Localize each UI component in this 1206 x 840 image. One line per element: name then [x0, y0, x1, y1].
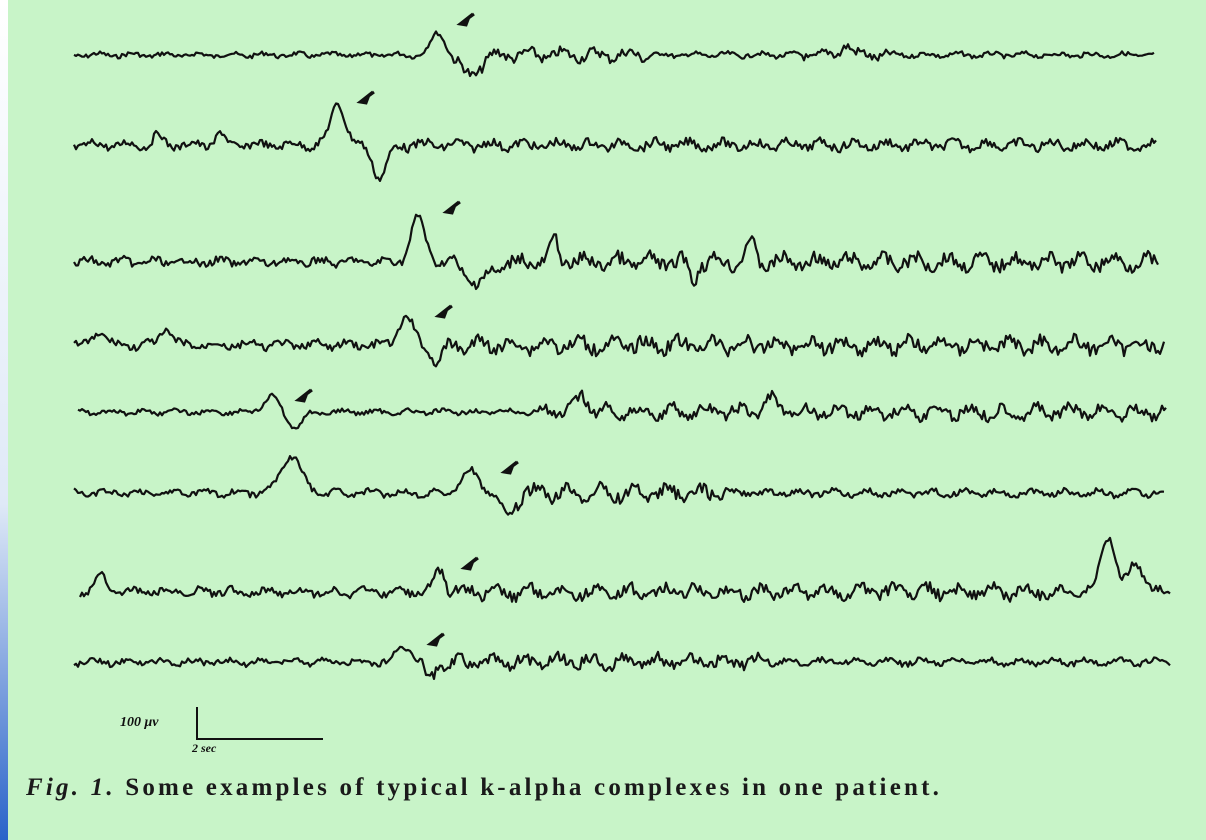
eeg-trace-1 — [73, 30, 1155, 78]
k-complex-arrow-icon — [434, 304, 453, 319]
k-complex-arrow-icon — [456, 12, 475, 27]
k-complex-arrow-icon — [356, 90, 375, 105]
k-complex-arrow-icon — [460, 556, 479, 571]
k-complex-arrow-icon — [294, 388, 313, 403]
scale-bar: 100 μv 2 sec — [120, 707, 323, 755]
k-complex-arrow-icon — [426, 632, 445, 647]
eeg-trace-5 — [77, 389, 1167, 430]
eeg-trace-7 — [79, 536, 1171, 604]
left-edge-gradient — [0, 0, 8, 840]
eeg-trace-8 — [73, 645, 1171, 681]
figure-panel: 100 μv 2 sec Fig. 1. Some examples of ty… — [8, 0, 1206, 840]
eeg-trace-3 — [73, 213, 1159, 291]
scale-amplitude-label: 100 μv — [120, 715, 159, 730]
figure-label: Fig. 1. — [26, 774, 116, 801]
eeg-trace-4 — [73, 314, 1166, 368]
figure-caption-text: Some examples of typical k-alpha complex… — [125, 774, 943, 801]
figure-caption: Fig. 1. Some examples of typical k-alpha… — [26, 774, 1186, 802]
eeg-trace-6 — [73, 455, 1165, 516]
k-complex-arrow-icon — [500, 460, 519, 475]
eeg-traces: 100 μv 2 sec — [72, 12, 1171, 755]
k-complex-arrow-icon — [442, 200, 461, 215]
eeg-trace-2 — [72, 102, 1157, 182]
scale-time-label: 2 sec — [191, 741, 217, 755]
